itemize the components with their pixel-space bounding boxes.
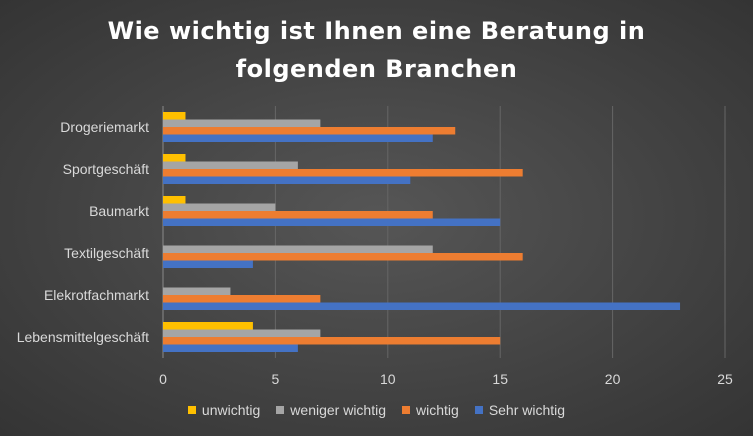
category-label-3: Textilgeschäft	[64, 245, 149, 261]
bar-0-2	[163, 127, 456, 135]
bar-1-2	[163, 169, 523, 177]
category-label-0: Drogeriemarkt	[60, 119, 149, 135]
category-label-1: Sportgeschäft	[63, 161, 149, 177]
bar-3-1	[163, 245, 433, 253]
category-label-5: Lebensmittelgeschäft	[17, 329, 149, 345]
chart-title: Wie wichtig ist Ihnen eine Beratung in f…	[0, 12, 753, 88]
x-tick-label-3: 15	[492, 371, 508, 387]
chart-legend: unwichtig weniger wichtig wichtig Sehr wich…	[0, 402, 753, 418]
bar-5-2	[163, 337, 501, 345]
bar-4-3	[163, 302, 681, 310]
x-tick-label-0: 0	[159, 371, 167, 387]
legend-label-1: weniger wichtig	[290, 402, 387, 418]
bar-1-0	[163, 154, 186, 162]
bar-0-0	[163, 112, 186, 120]
bar-4-2	[163, 295, 321, 303]
legend-swatch-2	[402, 406, 411, 414]
legend-swatch-1	[276, 406, 285, 414]
bar-0-1	[163, 119, 321, 127]
x-tick-label-1: 5	[272, 371, 280, 387]
category-label-2: Baumarkt	[89, 203, 149, 219]
bar-4-1	[163, 287, 231, 295]
legend-label-2: wichtig	[416, 402, 459, 418]
bar-5-3	[163, 344, 298, 352]
bar-2-1	[163, 203, 276, 211]
bar-5-0	[163, 322, 253, 330]
bar-2-2	[163, 211, 433, 219]
bar-3-2	[163, 253, 523, 261]
legend-item-0: unwichtig	[187, 402, 261, 418]
legend-item-2: wichtig	[402, 402, 459, 418]
chart-title-line-1: Wie wichtig ist Ihnen eine Beratung in	[107, 17, 646, 45]
x-tick-label-5: 25	[717, 371, 733, 387]
bar-3-3	[163, 260, 253, 268]
x-tick-label-2: 10	[380, 371, 396, 387]
bar-2-3	[163, 218, 501, 226]
bar-1-3	[163, 176, 411, 184]
legend-item-1: weniger wichtig	[276, 402, 386, 418]
x-tick-label-4: 20	[605, 371, 621, 387]
bar-2-0	[163, 196, 186, 204]
legend-item-3: Sehr wichtig	[474, 402, 566, 418]
legend-label-3: Sehr wichtig	[488, 402, 566, 418]
category-label-4: Elekrotfachmarkt	[44, 287, 149, 303]
bar-1-1	[163, 161, 298, 169]
legend-swatch-0	[187, 406, 196, 414]
bar-5-1	[163, 329, 321, 337]
bar-0-3	[163, 134, 433, 142]
chart-title-line-2: folgenden Branchen	[235, 55, 518, 83]
legend-label-0: unwichtig	[201, 402, 261, 418]
legend-swatch-3	[474, 406, 483, 414]
